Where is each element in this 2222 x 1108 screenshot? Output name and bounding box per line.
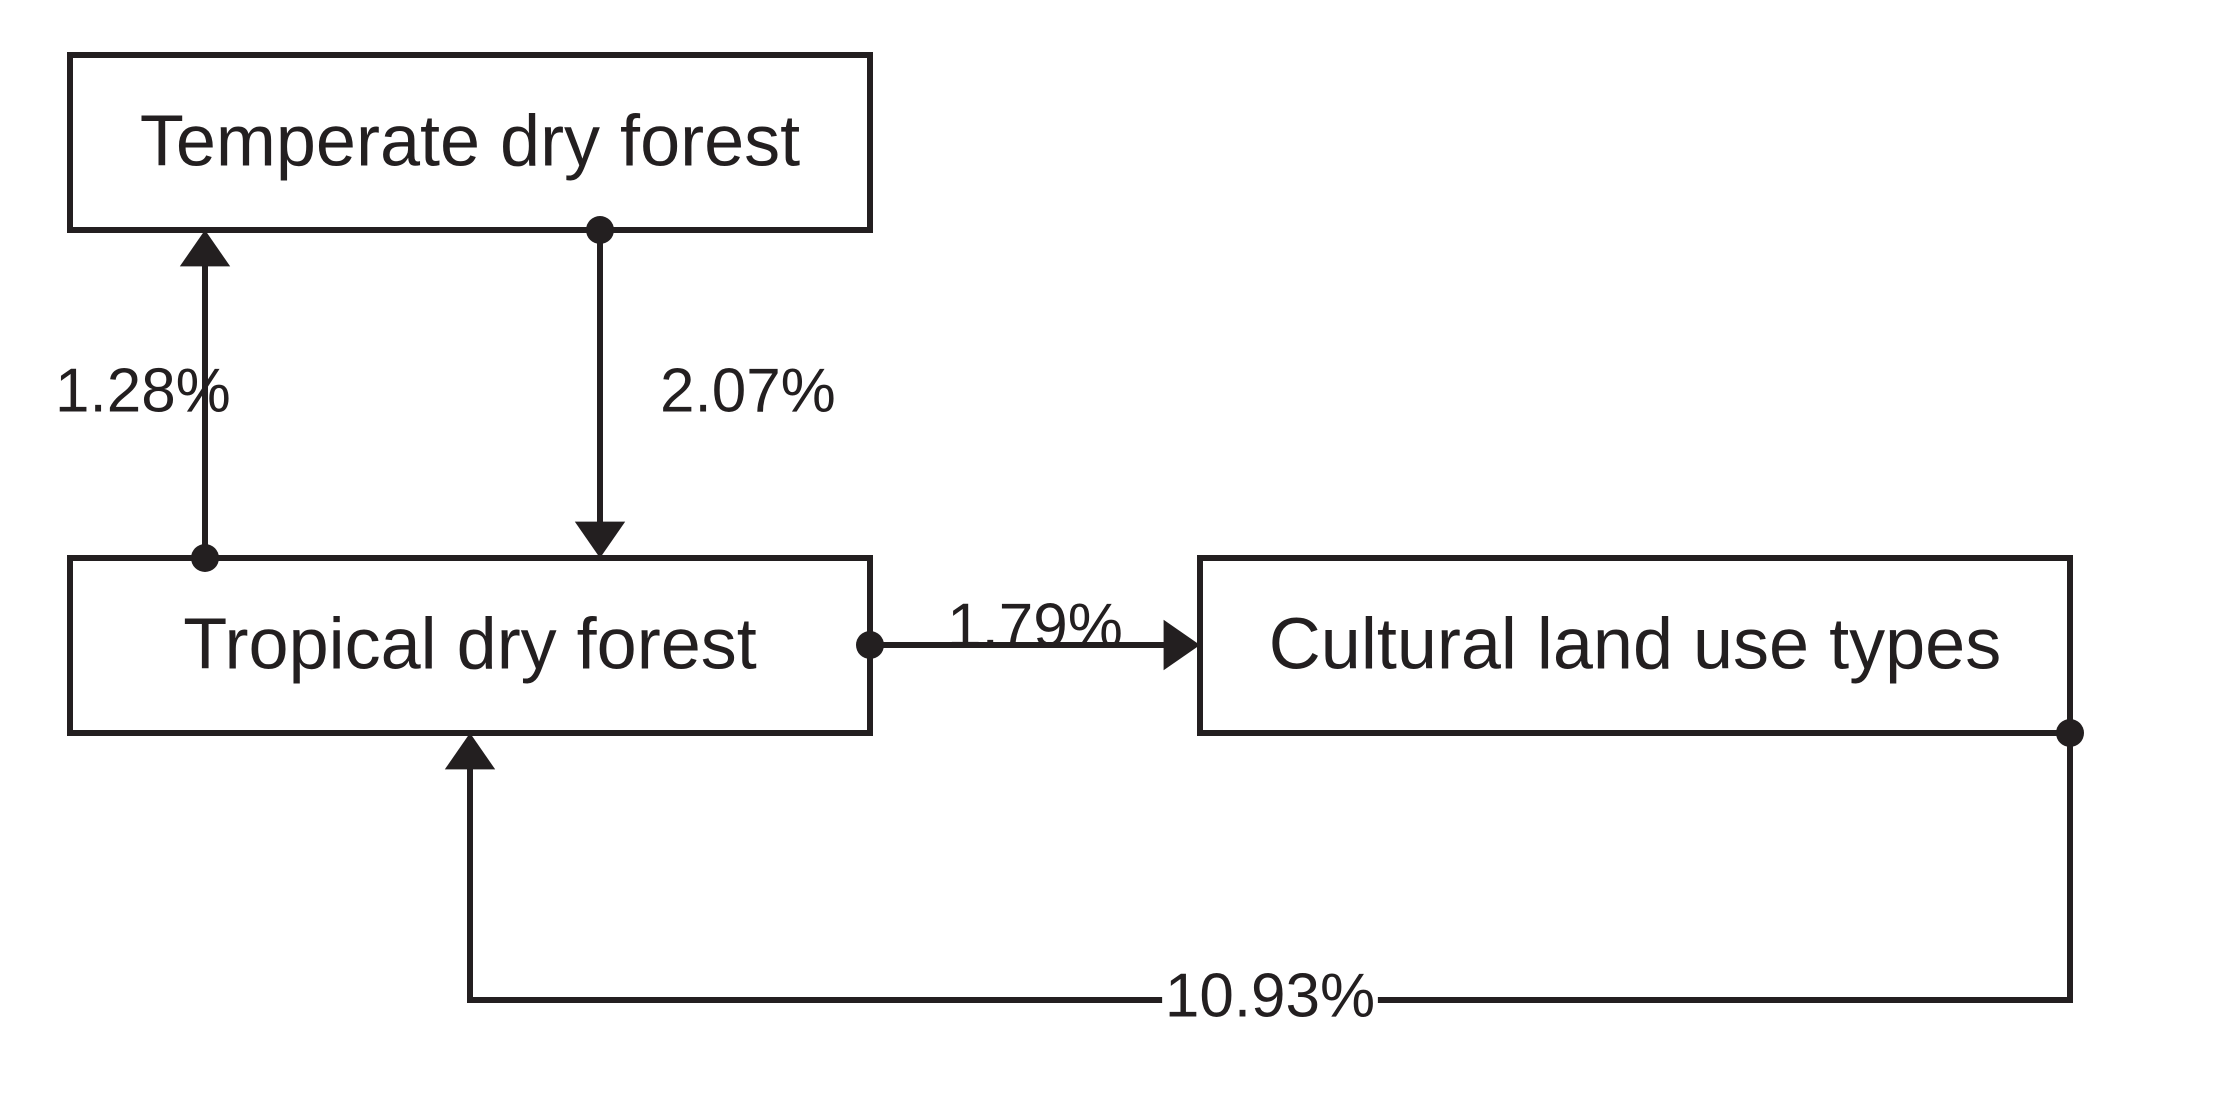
edge-label-temperate_to_tropical: 2.07% bbox=[660, 356, 836, 425]
diagram-canvas: 1.28% 2.07% 1.79% 10.93% Temperate dry fores… bbox=[0, 0, 2222, 1108]
edge-label-tropical_to_cultural: 1.79% bbox=[947, 591, 1123, 660]
node-label-temperate: Temperate dry forest bbox=[140, 102, 800, 182]
edge-label-cultural_to_tropical: 10.93% bbox=[1165, 961, 1375, 1030]
node-label-tropical: Tropical dry forest bbox=[183, 605, 757, 685]
edge-label-tropical_to_temperate: 1.28% bbox=[55, 356, 231, 425]
edge-cultural_to_tropical bbox=[470, 733, 2070, 1000]
node-label-cultural: Cultural land use types bbox=[1269, 605, 2001, 685]
